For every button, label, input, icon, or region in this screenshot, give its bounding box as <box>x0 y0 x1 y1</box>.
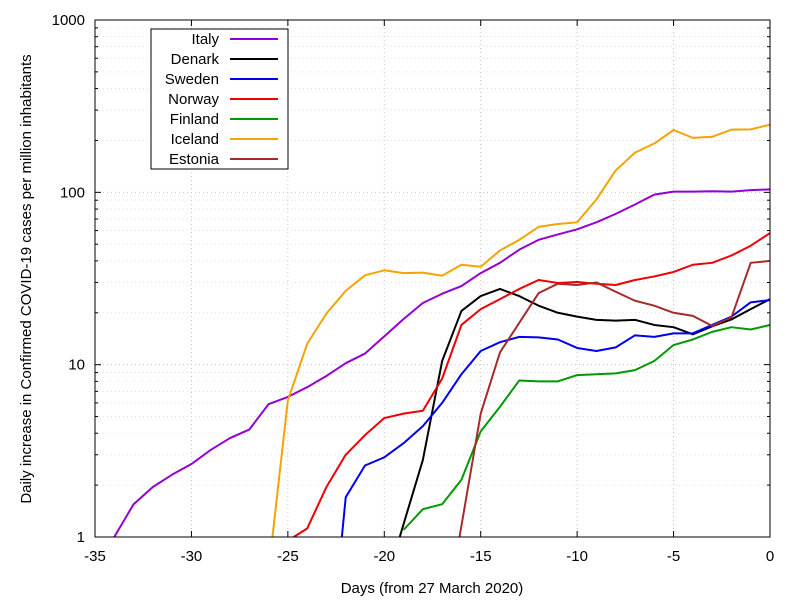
series-line-sweden <box>340 299 770 537</box>
legend-label-italy: Italy <box>191 31 219 48</box>
legend: Italy Denark Sweden Norway Finland Iceland Est… <box>150 28 289 170</box>
legend-label-estonia: Estonia <box>169 151 220 168</box>
x-tick-label: -10 <box>566 548 588 565</box>
x-tick-label: -20 <box>373 548 395 565</box>
legend-label-iceland: Iceland <box>171 131 219 148</box>
x-tick-label: -25 <box>277 548 299 565</box>
series-line-estonia <box>458 259 770 537</box>
y-tick-label: 1 <box>77 529 85 546</box>
legend-label-norway: Norway <box>168 91 219 108</box>
x-tick-label: -15 <box>470 548 492 565</box>
legend-label-denark: Denark <box>171 51 220 68</box>
series-line-finland <box>402 323 770 531</box>
x-tick-label: -35 <box>84 548 106 565</box>
x-tick-label: -5 <box>667 548 680 565</box>
series-line-denark <box>398 287 770 537</box>
plot-frame <box>94 19 771 538</box>
series-line-iceland <box>271 123 770 537</box>
x-tick-label: 0 <box>766 548 774 565</box>
series-lines <box>113 123 770 537</box>
y-tick-label: 10 <box>68 357 85 374</box>
y-tick-label: 100 <box>60 184 85 201</box>
y-axis-title: Daily increase in Confirmed COVID-19 cas… <box>18 54 35 503</box>
x-axis-title: Days (from 27 March 2020) <box>341 580 524 597</box>
x-tick-label: -30 <box>181 548 203 565</box>
legend-label-finland: Finland <box>170 111 219 128</box>
legend-label-sweden: Sweden <box>165 71 219 88</box>
y-tick-label: 1000 <box>52 12 85 29</box>
series-line-norway <box>293 232 770 537</box>
series-line-italy <box>113 188 770 537</box>
tick-labels: -35 -30 -25 -20 -15 -10 -5 0 1 10 100 1000 <box>52 12 775 565</box>
